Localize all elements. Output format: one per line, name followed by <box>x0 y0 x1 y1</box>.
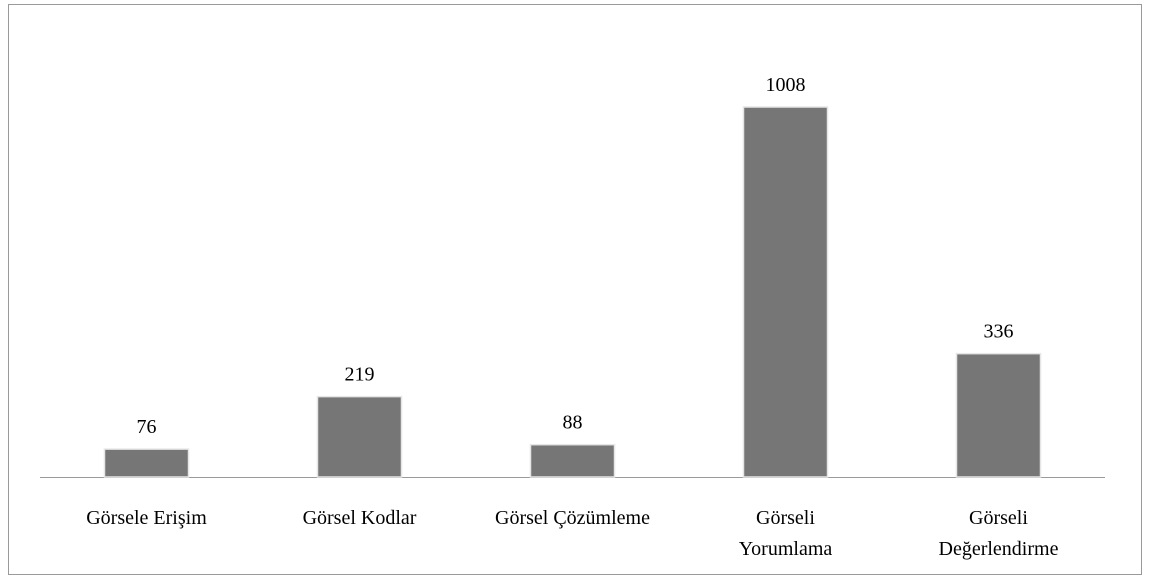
value-label: 76 <box>137 416 157 438</box>
bar <box>742 106 829 478</box>
x-tick-label: Görsel Çözümleme <box>495 507 650 529</box>
bar <box>103 448 190 478</box>
value-label: 219 <box>345 364 375 386</box>
x-tick-label: Görsel Kodlar <box>303 507 417 529</box>
bar <box>529 443 616 478</box>
bar <box>955 352 1042 478</box>
x-tick-label: Görseli Değerlendirme <box>939 507 1059 560</box>
value-label: 88 <box>563 412 583 434</box>
value-label: 1008 <box>766 74 806 96</box>
bar <box>316 395 403 478</box>
x-tick-label: Görseli Yorumlama <box>739 507 833 560</box>
value-label: 336 <box>984 321 1014 343</box>
chart-frame <box>8 4 1142 575</box>
x-tick-label: Görsele Erişim <box>86 507 207 529</box>
